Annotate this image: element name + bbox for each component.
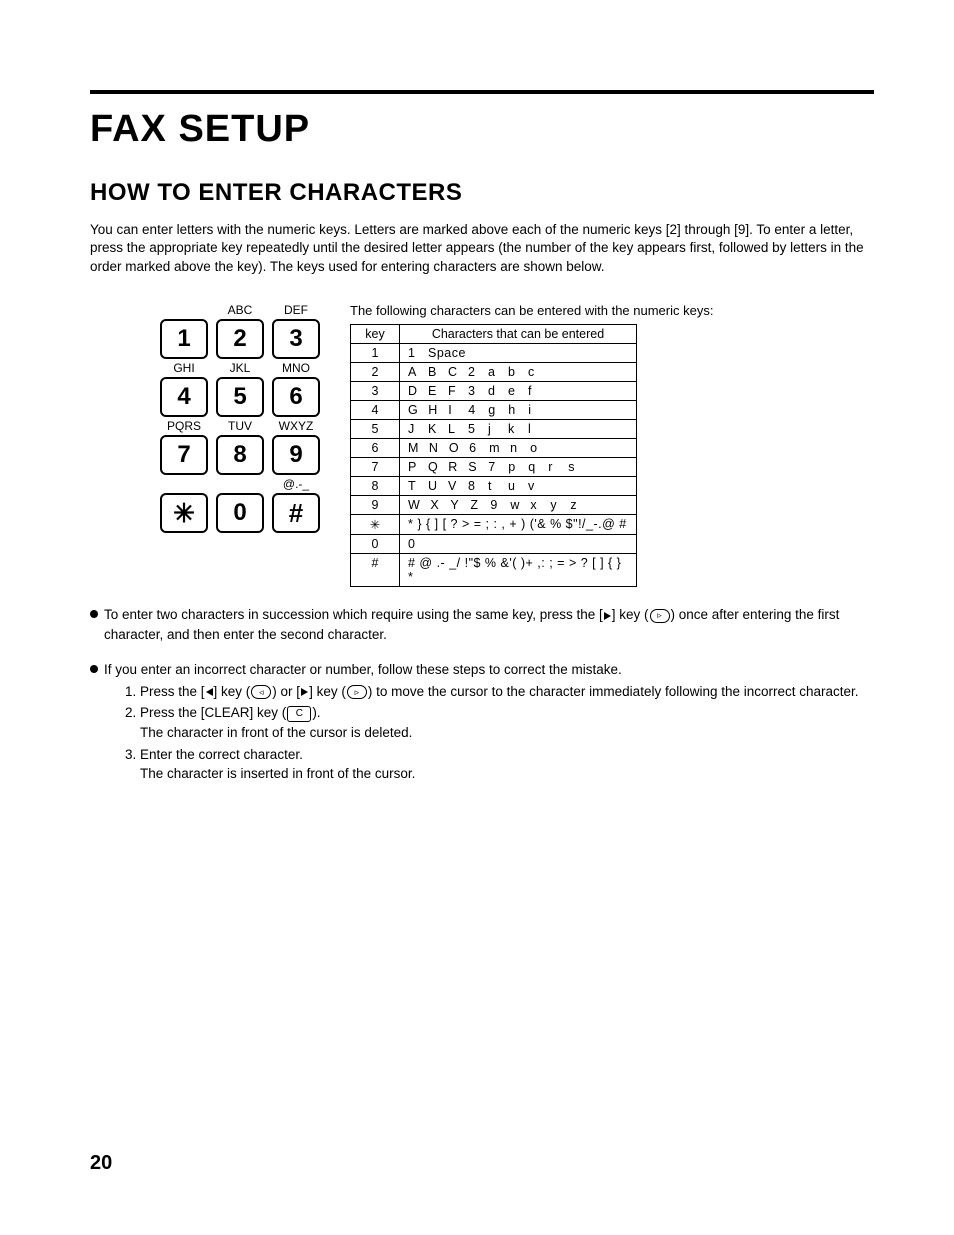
keypad-key: 2 — [216, 319, 264, 359]
keypad-key: 8 — [216, 435, 264, 475]
key-label: GHI — [160, 361, 208, 375]
keypad-key: 1 — [160, 319, 208, 359]
table-row: 00 — [351, 535, 637, 554]
keypad-key: ✳ — [160, 493, 208, 533]
keypad-key: 4 — [160, 377, 208, 417]
page-number: 20 — [90, 1152, 112, 1175]
table-row: ✳* } { ] [ ? > = ; : , + ) ('& % $"!/_-.… — [351, 515, 637, 535]
key-label: MNO — [272, 361, 320, 375]
table-row: 2ABC2abc — [351, 363, 637, 382]
oval-right-icon: ▹ — [347, 685, 367, 699]
bullet-icon — [90, 665, 98, 673]
table-row: 5JKL5jkl — [351, 420, 637, 439]
intro-paragraph: You can enter letters with the numeric k… — [90, 221, 874, 278]
key-label — [160, 303, 208, 317]
keypad-key: 5 — [216, 377, 264, 417]
characters-table: key Characters that can be entered 11Spa… — [350, 324, 637, 587]
key-label: TUV — [216, 419, 264, 433]
oval-right-icon: ▹ — [650, 609, 670, 623]
bullet-icon — [90, 610, 98, 618]
keypad-key: 7 — [160, 435, 208, 475]
step-3: Enter the correct character. The charact… — [140, 745, 874, 784]
keypad-diagram: ABC DEF 123 GHI JKL MNO 456 PQRS TUV WXYZ 789 @.-_ ✳… — [90, 303, 320, 587]
table-row: 3DEF3def — [351, 382, 637, 401]
bullet-text-same-key: To enter two characters in succession wh… — [104, 605, 874, 644]
key-label: WXYZ — [272, 419, 320, 433]
key-label — [216, 477, 264, 491]
table-caption: The following characters can be entered … — [350, 303, 874, 318]
table-row: 8TUV8tuv — [351, 477, 637, 496]
key-label: JKL — [216, 361, 264, 375]
keypad-key: 6 — [272, 377, 320, 417]
keypad-key: 9 — [272, 435, 320, 475]
page-title: FAX SETUP — [90, 108, 874, 151]
keypad-key: 0 — [216, 493, 264, 533]
key-label: @.-_ — [272, 477, 320, 491]
table-row: ## @ .- _/ !"$ % &'( )+ ,: ; = > ? [ ] {… — [351, 554, 637, 587]
table-head-chars: Characters that can be entered — [400, 325, 637, 344]
table-row: 4GHI4ghi — [351, 401, 637, 420]
table-row: 9WXYZ9wxyz — [351, 496, 637, 515]
table-row: 11Space — [351, 344, 637, 363]
key-label: DEF — [272, 303, 320, 317]
right-arrow-icon — [604, 612, 611, 620]
step-2: Press the [CLEAR] key (C). The character… — [140, 703, 874, 742]
keypad-key: 3 — [272, 319, 320, 359]
table-row: 6MNO6mno — [351, 439, 637, 458]
oval-left-icon: ◃ — [251, 685, 271, 699]
section-title: HOW TO ENTER CHARACTERS — [90, 179, 874, 207]
left-arrow-icon — [206, 688, 213, 696]
step-1: Press the [] key (◃) or [] key (▹) to mo… — [140, 682, 874, 702]
right-arrow-icon — [301, 688, 308, 696]
key-label: ABC — [216, 303, 264, 317]
table-head-key: key — [351, 325, 400, 344]
keypad-key: # — [272, 493, 320, 533]
clear-key-icon: C — [287, 706, 311, 722]
key-label: PQRS — [160, 419, 208, 433]
bullet-text-correction: If you enter an incorrect character or n… — [104, 660, 874, 680]
key-label — [160, 477, 208, 491]
table-row: 7PQRS7pqrs — [351, 458, 637, 477]
chapter-rule — [90, 90, 874, 94]
